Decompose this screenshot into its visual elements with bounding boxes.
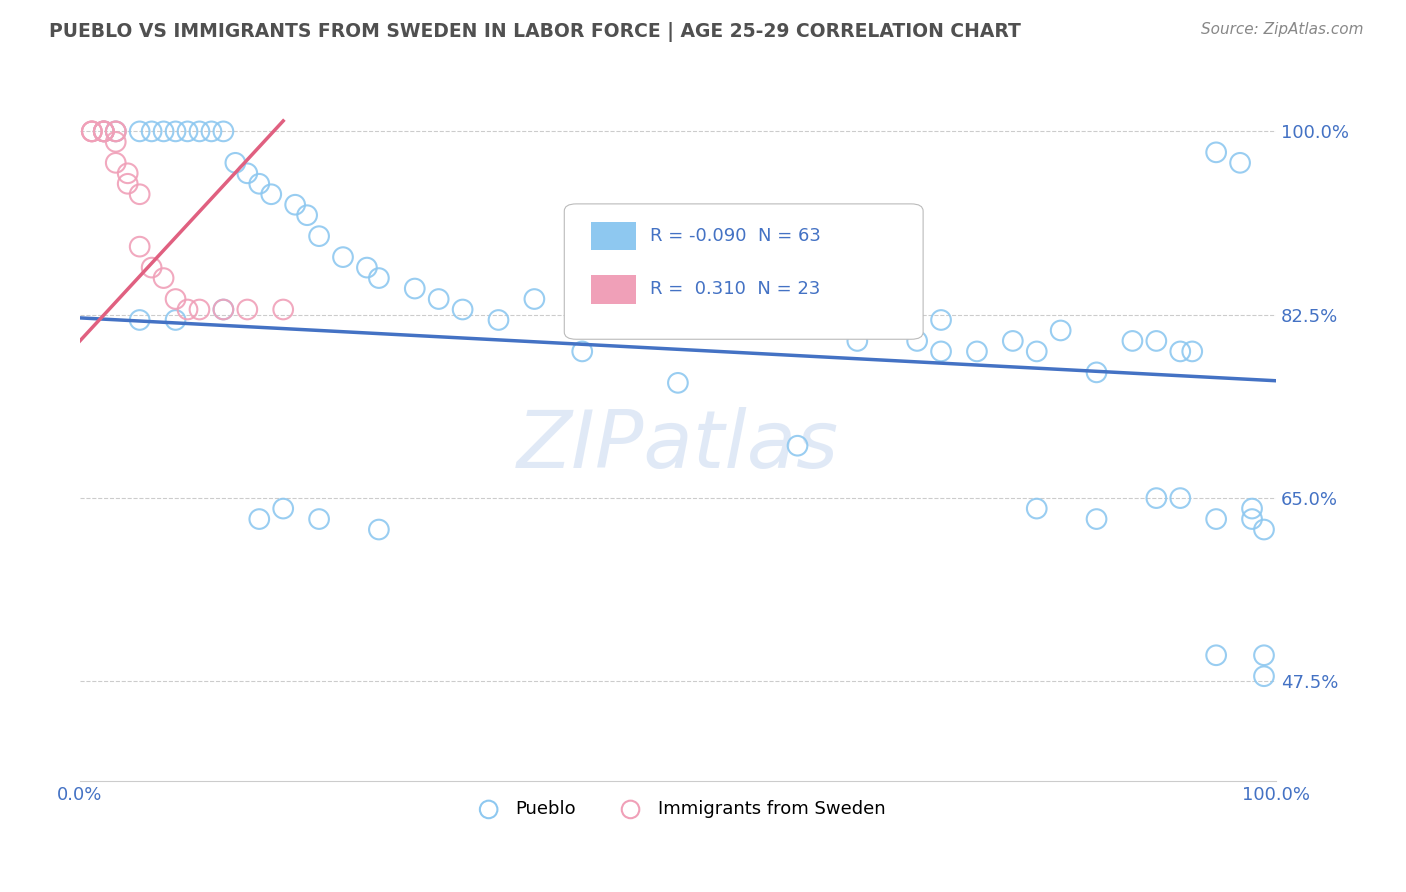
Point: [427, 292, 450, 306]
Point: [104, 135, 127, 149]
Point: [488, 313, 510, 327]
Point: [188, 124, 211, 138]
Point: [367, 523, 389, 537]
Point: [1001, 334, 1024, 348]
Point: [1144, 491, 1167, 505]
Point: [523, 292, 546, 306]
Point: [176, 124, 198, 138]
Point: [104, 156, 127, 170]
Point: [212, 124, 235, 138]
Text: PUEBLO VS IMMIGRANTS FROM SWEDEN IN LABOR FORCE | AGE 25-29 CORRELATION CHART: PUEBLO VS IMMIGRANTS FROM SWEDEN IN LABO…: [49, 22, 1021, 42]
Point: [1205, 648, 1227, 663]
Point: [141, 124, 163, 138]
Point: [356, 260, 378, 275]
Point: [128, 313, 150, 327]
Point: [1168, 344, 1191, 359]
Point: [786, 439, 808, 453]
Point: [152, 124, 174, 138]
Point: [404, 281, 426, 295]
Point: [247, 512, 270, 526]
Point: [367, 271, 389, 285]
Point: [104, 124, 127, 138]
Point: [200, 124, 222, 138]
Point: [128, 240, 150, 254]
FancyBboxPatch shape: [591, 275, 636, 303]
Point: [93, 124, 115, 138]
Point: [308, 229, 330, 244]
Text: R = -0.090  N = 63: R = -0.090 N = 63: [651, 227, 821, 245]
Point: [165, 313, 187, 327]
Point: [1121, 334, 1143, 348]
Point: [224, 156, 246, 170]
Point: [80, 124, 103, 138]
Point: [212, 302, 235, 317]
Point: [271, 302, 294, 317]
Point: [152, 271, 174, 285]
Point: [332, 250, 354, 264]
Point: [165, 124, 187, 138]
Point: [727, 292, 749, 306]
Point: [80, 124, 103, 138]
Point: [295, 208, 318, 222]
Point: [1085, 365, 1108, 379]
Point: [1144, 334, 1167, 348]
Point: [451, 302, 474, 317]
Point: [117, 177, 139, 191]
Point: [141, 260, 163, 275]
Point: [247, 177, 270, 191]
Point: [1240, 501, 1263, 516]
Point: [212, 302, 235, 317]
Point: [966, 344, 988, 359]
Point: [93, 124, 115, 138]
Text: R =  0.310  N = 23: R = 0.310 N = 23: [651, 280, 821, 299]
Point: [128, 187, 150, 202]
Point: [93, 124, 115, 138]
Point: [905, 334, 928, 348]
Point: [236, 302, 259, 317]
Text: Source: ZipAtlas.com: Source: ZipAtlas.com: [1201, 22, 1364, 37]
FancyBboxPatch shape: [564, 204, 924, 339]
Point: [1049, 323, 1071, 337]
Point: [1253, 523, 1275, 537]
Point: [117, 166, 139, 180]
Point: [1253, 648, 1275, 663]
Point: [1025, 501, 1047, 516]
Point: [165, 292, 187, 306]
Point: [308, 512, 330, 526]
Point: [1205, 145, 1227, 160]
Legend: Pueblo, Immigrants from Sweden: Pueblo, Immigrants from Sweden: [464, 793, 893, 825]
Point: [1240, 512, 1263, 526]
Point: [80, 124, 103, 138]
Point: [104, 124, 127, 138]
Text: ZIPatlas: ZIPatlas: [517, 407, 839, 485]
Point: [1253, 669, 1275, 683]
Point: [1168, 491, 1191, 505]
Point: [1205, 512, 1227, 526]
Point: [929, 344, 952, 359]
Point: [1085, 512, 1108, 526]
Point: [929, 313, 952, 327]
Point: [176, 302, 198, 317]
Point: [1025, 344, 1047, 359]
Point: [188, 302, 211, 317]
Point: [1229, 156, 1251, 170]
FancyBboxPatch shape: [591, 222, 636, 250]
Point: [666, 376, 689, 390]
Point: [284, 198, 307, 212]
Point: [93, 124, 115, 138]
Point: [571, 344, 593, 359]
Point: [93, 124, 115, 138]
Point: [128, 124, 150, 138]
Point: [260, 187, 283, 202]
Point: [1181, 344, 1204, 359]
Point: [104, 124, 127, 138]
Point: [271, 501, 294, 516]
Point: [810, 313, 832, 327]
Point: [846, 334, 869, 348]
Point: [236, 166, 259, 180]
